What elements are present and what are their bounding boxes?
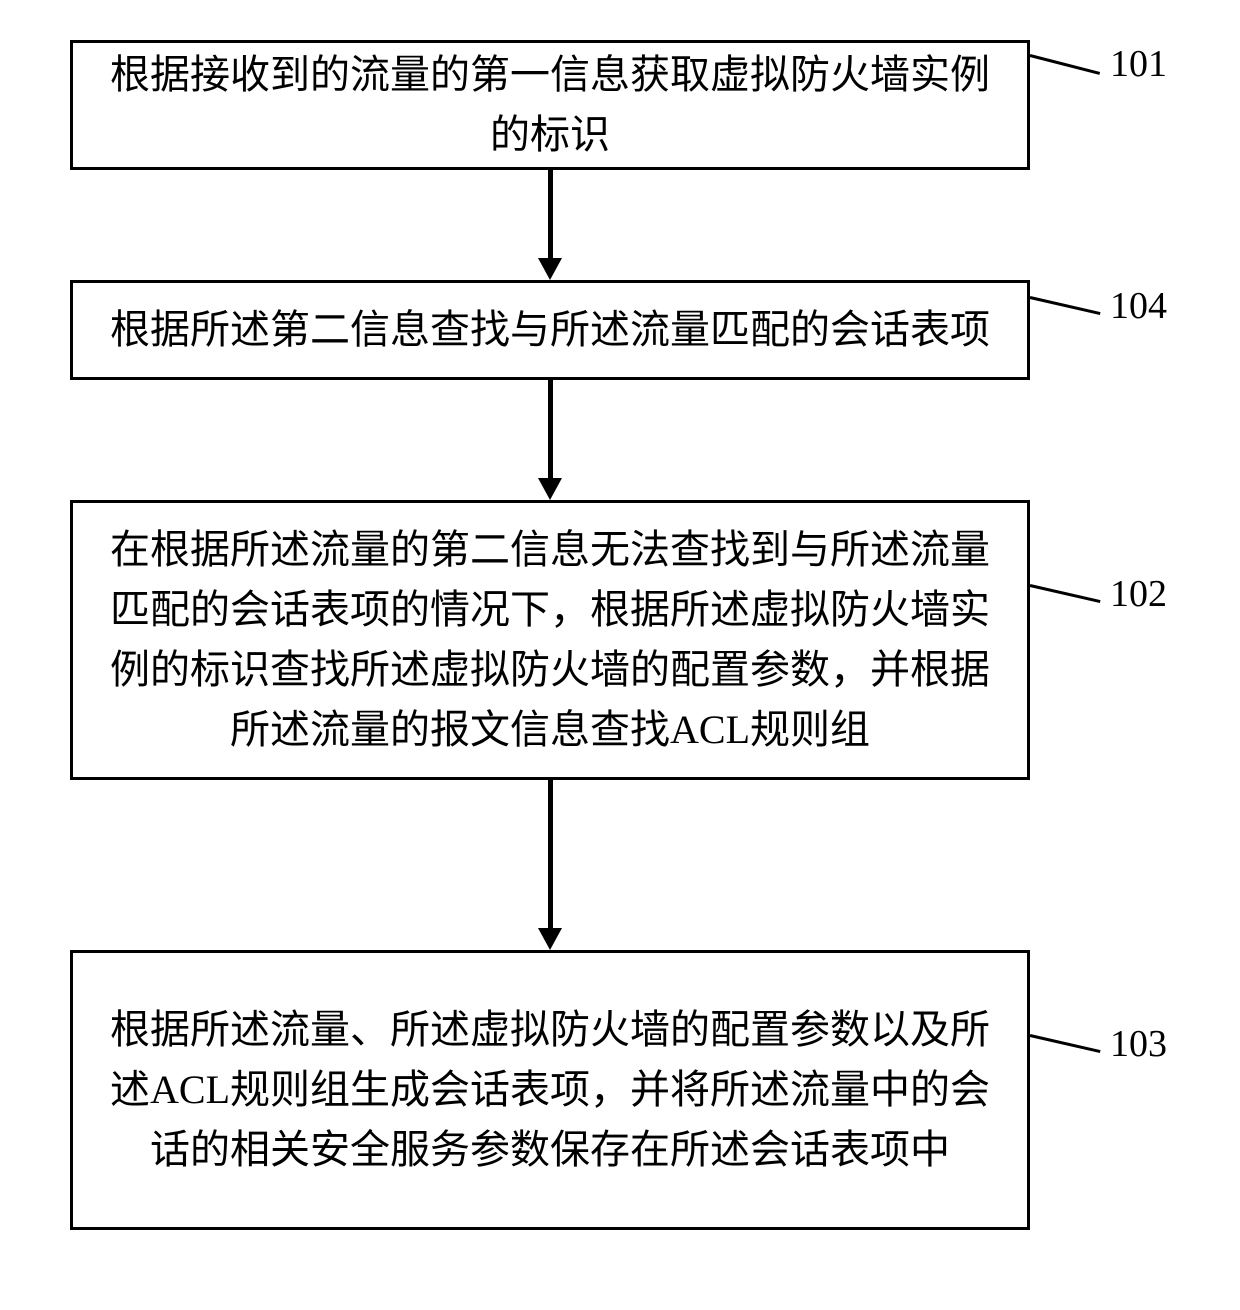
flow-step-label-104: 104 [1110, 284, 1167, 328]
flow-node-103: 根据所述流量、所述虚拟防火墙的配置参数以及所述ACL规则组生成会话表项，并将所述… [70, 950, 1030, 1230]
flow-node-102: 在根据所述流量的第二信息无法查找到与所述流量匹配的会话表项的情况下，根据所述虚拟… [70, 500, 1030, 780]
arrow-head-icon [538, 928, 562, 950]
flow-step-label-101: 101 [1110, 42, 1167, 86]
flow-step-label-102: 102 [1110, 572, 1167, 616]
lead-line [1030, 296, 1101, 315]
arrow-line [548, 380, 553, 478]
flow-node-101: 根据接收到的流量的第一信息获取虚拟防火墙实例的标识 [70, 40, 1030, 170]
flow-step-label-103: 103 [1110, 1022, 1167, 1066]
flow-node-text: 根据接收到的流量的第一信息获取虚拟防火墙实例的标识 [103, 45, 997, 165]
lead-line [1030, 54, 1101, 75]
arrow-head-icon [538, 258, 562, 280]
flow-node-text: 根据所述流量、所述虚拟防火墙的配置参数以及所述ACL规则组生成会话表项，并将所述… [103, 1000, 997, 1180]
flow-node-104: 根据所述第二信息查找与所述流量匹配的会话表项 [70, 280, 1030, 380]
flowchart-canvas: 根据接收到的流量的第一信息获取虚拟防火墙实例的标识 101 根据所述第二信息查找与所… [0, 0, 1240, 1310]
lead-line [1030, 1034, 1101, 1053]
arrow-line [548, 780, 553, 928]
arrow-line [548, 170, 553, 258]
flow-node-text: 在根据所述流量的第二信息无法查找到与所述流量匹配的会话表项的情况下，根据所述虚拟… [103, 520, 997, 760]
lead-line [1030, 584, 1101, 603]
arrow-head-icon [538, 478, 562, 500]
flow-node-text: 根据所述第二信息查找与所述流量匹配的会话表项 [110, 300, 990, 360]
